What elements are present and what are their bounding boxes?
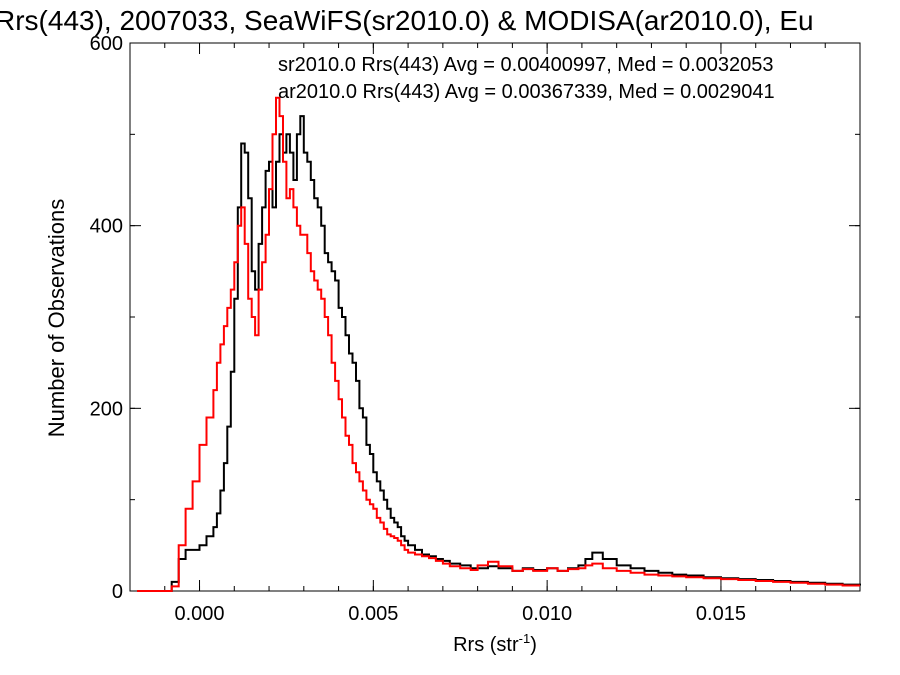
series-sr2010-line xyxy=(137,115,861,592)
series-ar2010-line xyxy=(137,96,860,592)
plot-frame xyxy=(129,42,861,592)
plot-axes: 0.000 0.005 0.010 0.015 0 200 400 600 xyxy=(90,33,861,625)
x-axis-label-sup: -1 xyxy=(519,631,531,646)
y-tick-label: 600 xyxy=(90,33,123,55)
x-axis-label: Rrs (str-1) xyxy=(453,631,537,656)
annotation-sr2010: sr2010.0 Rrs(443) Avg = 0.00400997, Med … xyxy=(278,54,774,76)
annotation-ar2010: ar2010.0 Rrs(443) Avg = 0.00367339, Med … xyxy=(278,81,775,103)
chart-title: Rrs(443), 2007033, SeaWiFS(sr2010.0) & M… xyxy=(0,5,814,36)
x-tick-label: 0.000 xyxy=(174,603,224,625)
y-axis-label: Number of Observations xyxy=(44,199,69,437)
series-layer xyxy=(137,96,861,592)
y-tick-label: 400 xyxy=(90,216,123,238)
x-tick-label: 0.015 xyxy=(696,603,746,625)
x-tick-label: 0.010 xyxy=(522,603,572,625)
x-tick-label: 0.005 xyxy=(348,603,398,625)
x-axis-label-close: ) xyxy=(530,634,537,656)
x-axis-label-main: Rrs (str xyxy=(453,634,519,656)
y-tick-label: 200 xyxy=(90,398,123,420)
y-tick-label: 0 xyxy=(112,581,123,603)
